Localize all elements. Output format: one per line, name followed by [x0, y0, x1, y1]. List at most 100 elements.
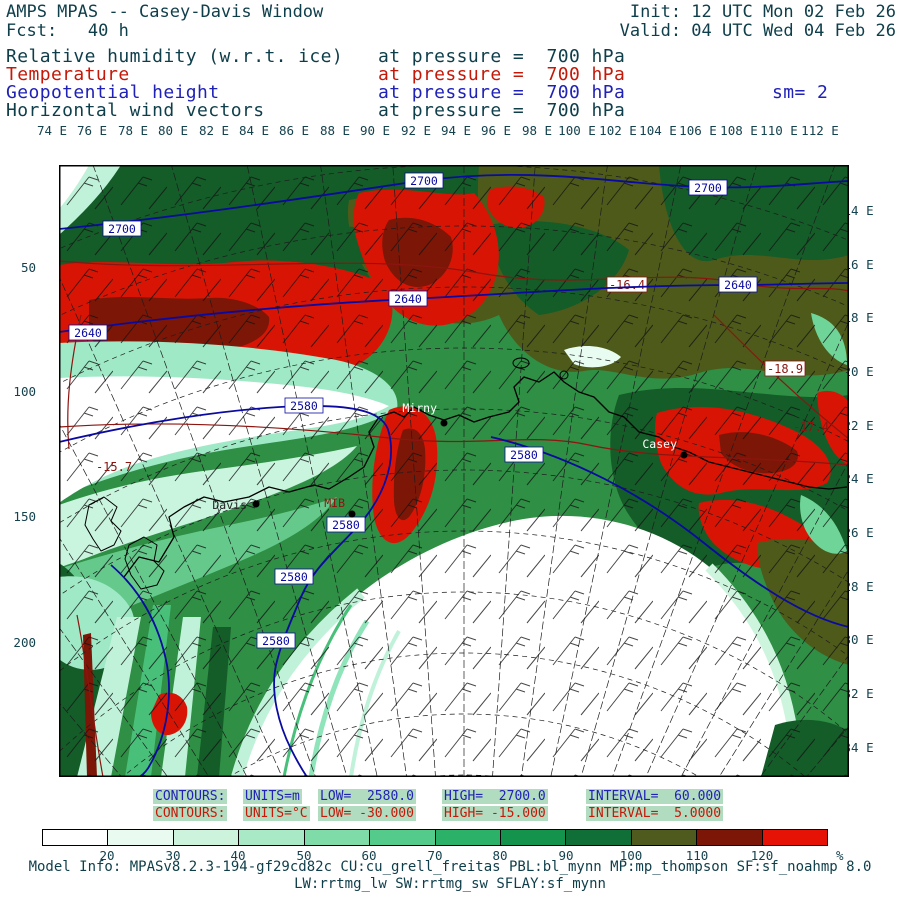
init-time: Init: 12 UTC Mon 02 Feb 26	[629, 2, 896, 22]
contour-info-interval: INTERVAL= 5.0000	[586, 806, 724, 821]
colorbar-tick: 90	[558, 848, 574, 863]
rh-colorbar	[42, 829, 828, 846]
station-marker	[680, 451, 688, 459]
colorbar-unit: %	[836, 848, 844, 863]
colorbar-cell	[239, 830, 305, 845]
station-label: MIB	[324, 496, 345, 510]
svg-text:2580: 2580	[510, 448, 538, 462]
temp-label: -16.4	[609, 278, 645, 292]
colorbar-cell	[370, 830, 436, 845]
forecast-map: -15.7 -16.4 -18.9 -17.4 2	[59, 164, 850, 777]
height-label-box: 2640	[388, 290, 428, 307]
colorbar-cell	[108, 830, 174, 845]
colorbar-cell	[304, 830, 371, 845]
map-frame	[59, 164, 850, 777]
colorbar-tick: 80	[492, 848, 508, 863]
height-label-box: 2640	[718, 276, 758, 293]
station-marker	[348, 510, 356, 518]
height-label-box: 2700	[688, 179, 728, 196]
height-label-box: 2580	[284, 397, 324, 414]
colorbar-tick: 30	[165, 848, 181, 863]
colorbar-tick: 110	[685, 848, 709, 863]
lon-label: 74 E	[36, 123, 68, 138]
field-temp-level: at pressure = 700 hPa	[378, 64, 626, 85]
colorbar-cell	[566, 830, 632, 845]
colorbar-ticks: 20 30 40 50 60 70 80 90 100 110 120 %	[42, 848, 844, 863]
field-hgt-label: Geopotential height	[6, 82, 220, 103]
field-hgt-level: at pressure = 700 hPa	[378, 82, 626, 103]
colorbar-cell	[697, 830, 763, 845]
wind-barbs-layer	[59, 164, 850, 777]
graticule	[59, 164, 850, 777]
station-marker	[440, 419, 448, 427]
y-label: 200	[13, 635, 36, 650]
lon-label: 102 E	[599, 123, 637, 138]
svg-text:2700: 2700	[108, 222, 136, 236]
y-label: 50	[20, 260, 36, 275]
lon-label: 98 E	[521, 123, 553, 138]
model-info-line1: Model Info: MPASv8.2.3-194-gf29cd82c CU:…	[28, 859, 872, 875]
colorbar-tick: 70	[427, 848, 443, 863]
svg-text:2580: 2580	[332, 518, 360, 532]
lon-label: 88 E	[319, 123, 351, 138]
y-label: 150	[13, 509, 36, 524]
contour-info-label: CONTOURS:	[153, 789, 228, 804]
height-label-box: 2700	[102, 220, 142, 237]
svg-text:2640: 2640	[394, 292, 422, 306]
colorbar-cell	[631, 830, 698, 845]
svg-text:2640: 2640	[74, 326, 102, 340]
height-label-box: 2580	[326, 516, 366, 533]
map-canvas: -15.7 -16.4 -18.9 -17.4 2	[40, 148, 850, 777]
height-label-box: 2580	[256, 632, 296, 649]
contour-info-units: UNITS=°C	[243, 806, 310, 821]
svg-text:2580: 2580	[290, 399, 318, 413]
temp-label-box: -16.4	[606, 276, 648, 293]
contour-info-low: LOW= 2580.0	[318, 789, 416, 804]
lon-label: 108 E	[720, 123, 758, 138]
station-label: Mirny	[403, 401, 438, 415]
colorbar-tick: 20	[99, 848, 115, 863]
contour-info-units: UNITS=m	[243, 789, 302, 804]
lon-label: 86 E	[278, 123, 310, 138]
field-temp-label: Temperature	[6, 64, 130, 85]
lon-label: 80 E	[157, 123, 189, 138]
valid-time: Valid: 04 UTC Wed 04 Feb 26	[619, 21, 896, 41]
stations: Mirny Davis MIB Casey	[213, 401, 688, 518]
station-label: Casey	[643, 437, 678, 451]
lon-label: 90 E	[359, 123, 391, 138]
colorbar-tick: 40	[230, 848, 246, 863]
lon-label: 94 E	[440, 123, 472, 138]
station-marker	[252, 500, 260, 508]
y-label: 100	[13, 384, 36, 399]
colorbar-tick: 120	[750, 848, 774, 863]
height-label-box: 2580	[274, 568, 314, 585]
field-wind-label: Horizontal wind vectors	[6, 100, 265, 121]
temp-label: -17.4	[793, 420, 829, 434]
station-label: Davis	[213, 498, 248, 512]
height-label-box: 2640	[68, 324, 108, 341]
contour-info-low: LOW= -30.000	[318, 806, 416, 821]
lon-label: 104 E	[639, 123, 677, 138]
lon-label: 82 E	[198, 123, 230, 138]
field-rh-label: Relative humidity (w.r.t. ice)	[6, 46, 344, 67]
height-label-box: 2580	[504, 446, 544, 463]
lon-label: 100 E	[558, 123, 596, 138]
lon-label: 106 E	[679, 123, 717, 138]
height-label-box: 2700	[404, 172, 444, 189]
lon-label: 110 E	[760, 123, 798, 138]
colorbar-tick: 50	[296, 848, 312, 863]
colorbar-cell	[173, 830, 240, 845]
colorbar-cell	[435, 830, 501, 845]
smoothing-note: sm= 2	[772, 82, 829, 103]
colorbar-cell	[762, 830, 828, 845]
svg-text:2580: 2580	[280, 570, 308, 584]
contour-info-interval: INTERVAL= 60.000	[586, 789, 724, 804]
contour-info-high: HIGH= -15.000	[442, 806, 548, 821]
field-wind-level: at pressure = 700 hPa	[378, 100, 626, 121]
lon-label: 84 E	[238, 123, 270, 138]
lon-label: 96 E	[480, 123, 512, 138]
temp-label-box: -18.9	[764, 360, 806, 377]
temp-label: -15.7	[96, 460, 132, 474]
colorbar-tick: 100	[619, 848, 643, 863]
